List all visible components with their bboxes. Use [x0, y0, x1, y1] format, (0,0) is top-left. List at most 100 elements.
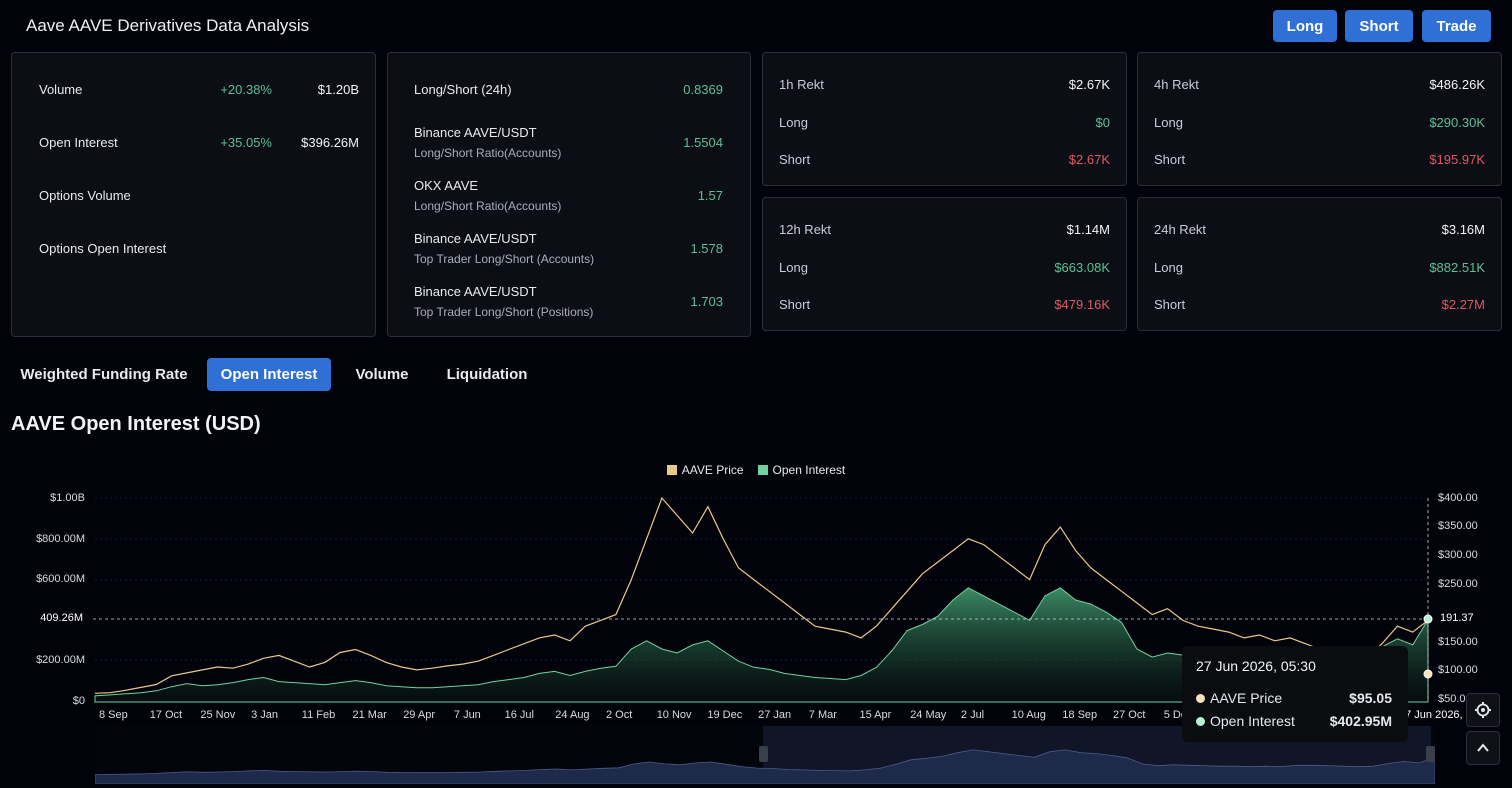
tooltip-price-label: AAVE Price	[1210, 690, 1283, 706]
tab-liquidation[interactable]: Liquidation	[446, 366, 528, 383]
rekt-1h-label: 1h Rekt	[779, 77, 824, 92]
x-tick: 18 Sep	[1062, 709, 1098, 721]
x-tick: 2 Jul	[960, 709, 985, 721]
x-tick: 3 Jan	[251, 709, 279, 721]
rekt-1h-long: $0	[1095, 115, 1110, 130]
rekt-24h-short: $2.27M	[1441, 297, 1485, 312]
legend-item-price[interactable]: AAVE Price	[666, 463, 744, 477]
ratio-value: 1.578	[690, 241, 723, 256]
legend-price-label: AAVE Price	[681, 463, 744, 477]
open-interest-change: +35.05%	[220, 135, 272, 150]
x-tick: 7 Jun	[453, 709, 481, 721]
open-interest-value: $396.26M	[301, 135, 359, 150]
options-open-interest-label: Options Open Interest	[39, 241, 167, 256]
rekt-24h-total: $3.16M	[1441, 222, 1485, 237]
ratios-card: Long/Short (24h) 0.8369 Binance AAVE/USD…	[387, 52, 751, 337]
ratio-title: Long/Short (24h)	[414, 82, 512, 97]
rekt-12h-long-label: Long	[779, 260, 808, 275]
rekt-1h-card: 1h Rekt $2.67K Long $0 Short $2.67K	[762, 52, 1127, 186]
navigator-right-handle[interactable]	[1426, 746, 1435, 762]
ratio-value: 1.5504	[683, 135, 723, 150]
volume-value: $1.20B	[317, 82, 359, 97]
y-right-tick: $150.00	[1438, 636, 1478, 648]
oi-swatch	[757, 465, 768, 475]
rekt-24h-long: $882.51K	[1429, 260, 1485, 275]
short-button[interactable]: Short	[1345, 10, 1413, 42]
y-left-tick: $800.00M	[36, 533, 85, 545]
tooltip-oi-value: $402.95M	[1329, 713, 1392, 729]
gear-icon	[1475, 702, 1491, 718]
section-title: AAVE Open Interest (USD)	[11, 413, 261, 435]
ratio-subtitle: Top Trader Long/Short (Positions)	[414, 305, 594, 319]
scroll-top-button[interactable]	[1466, 731, 1500, 765]
chart-tooltip: 27 Jun 2026, 05:30 AAVE Price $95.05 Ope…	[1182, 646, 1408, 742]
rekt-12h-short: $479.16K	[1054, 297, 1110, 312]
tooltip-price-value: $95.05	[1349, 690, 1392, 706]
price-line	[94, 496, 1429, 694]
ratio-value: 1.703	[690, 294, 723, 309]
settings-button[interactable]	[1466, 693, 1500, 727]
x-tick: 16 Jul	[504, 709, 534, 721]
price-point-marker	[1423, 669, 1433, 679]
navigator-left-handle[interactable]	[759, 746, 768, 762]
legend-oi-label: Open Interest	[772, 463, 846, 477]
rekt-4h-long-label: Long	[1154, 115, 1183, 130]
x-tick: 24 Aug	[555, 709, 590, 721]
rekt-12h-card: 12h Rekt $1.14M Long $663.08K Short $479…	[762, 197, 1127, 331]
open-interest-label: Open Interest	[39, 135, 118, 150]
x-tick: 2 Oct	[606, 709, 633, 721]
x-tick: 10 Aug	[1011, 709, 1046, 721]
options-volume-label: Options Volume	[39, 188, 131, 203]
ratio-title: Binance AAVE/USDT	[414, 125, 537, 140]
y-right-tick: $100.00	[1438, 664, 1478, 676]
rekt-1h-total: $2.67K	[1068, 77, 1110, 92]
volume-change: +20.38%	[220, 82, 272, 97]
long-button[interactable]: Long	[1273, 10, 1337, 42]
rekt-1h-short: $2.67K	[1068, 152, 1110, 167]
rekt-4h-short: $195.97K	[1429, 152, 1485, 167]
y-left-tick: $600.00M	[36, 573, 85, 585]
oi-point-marker	[1423, 614, 1433, 624]
tab-weighted-funding-rate[interactable]: Weighted Funding Rate	[20, 366, 188, 383]
price-dot-icon	[1196, 694, 1205, 703]
volume-label: Volume	[39, 82, 83, 97]
legend-item-oi[interactable]: Open Interest	[757, 463, 846, 477]
rekt-12h-total: $1.14M	[1066, 222, 1110, 237]
ratio-value: 1.57	[697, 188, 723, 203]
price-swatch	[666, 465, 677, 475]
x-tick: 8 Sep	[99, 709, 128, 721]
y-left-crosshair-label: 409.26M	[40, 612, 83, 624]
x-tick: 29 Apr	[403, 709, 435, 721]
y-right-tick: $50.00	[1438, 693, 1472, 705]
tab-volume[interactable]: Volume	[355, 366, 409, 383]
stats-card: Volume +20.38% $1.20B Open Interest +35.…	[11, 52, 376, 337]
ratio-value: 0.8369	[683, 82, 723, 97]
rekt-12h-long: $663.08K	[1054, 260, 1110, 275]
x-tick: 7 Mar	[808, 709, 837, 721]
x-tick: 10 Nov	[656, 709, 692, 721]
ratio-subtitle: Top Trader Long/Short (Accounts)	[414, 252, 595, 266]
y-left-tick: $200.00M	[36, 654, 85, 666]
y-right-crosshair-label: 191.37	[1440, 612, 1474, 624]
y-right-tick: $400.00	[1438, 492, 1478, 504]
rekt-24h-short-label: Short	[1154, 297, 1186, 312]
rekt-24h-card: 24h Rekt $3.16M Long $882.51K Short $2.2…	[1137, 197, 1502, 331]
rekt-1h-long-label: Long	[779, 115, 808, 130]
x-tick: 15 Apr	[859, 709, 892, 721]
rekt-4h-label: 4h Rekt	[1154, 77, 1199, 92]
ratio-subtitle: Long/Short Ratio(Accounts)	[414, 199, 562, 213]
tab-open-interest[interactable]: Open Interest	[207, 358, 331, 391]
tooltip-oi-label: Open Interest	[1210, 713, 1295, 729]
rekt-12h-label: 12h Rekt	[779, 222, 832, 237]
top-bar: Aave AAVE Derivatives Data Analysis Long…	[0, 0, 1512, 52]
tooltip-price-row: AAVE Price $95.05	[1196, 690, 1392, 706]
y-right-tick: $350.00	[1438, 520, 1478, 532]
x-tick: 27 Jan	[758, 709, 792, 721]
ratio-subtitle: Long/Short Ratio(Accounts)	[414, 146, 562, 160]
y-right-tick: $250.00	[1438, 578, 1478, 590]
x-tick: 17 Oct	[149, 709, 183, 721]
range-navigator[interactable]	[95, 726, 1435, 784]
ratio-title: Binance AAVE/USDT	[414, 231, 537, 246]
y-left-tick: $0	[72, 695, 85, 707]
trade-button[interactable]: Trade	[1422, 10, 1491, 42]
